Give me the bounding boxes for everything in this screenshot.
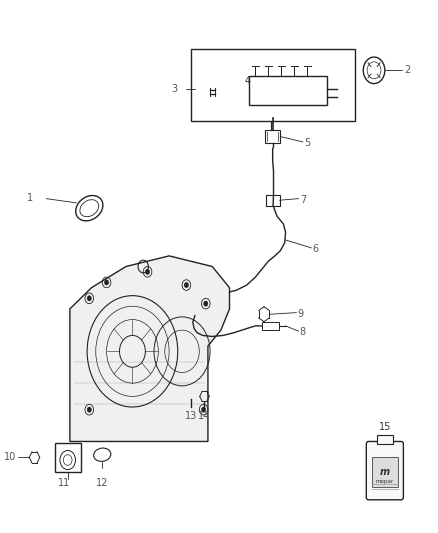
Text: 9: 9 [298, 309, 304, 319]
Text: 6: 6 [313, 244, 319, 254]
Circle shape [201, 407, 206, 413]
Bar [372, 457, 398, 487]
Text: 14: 14 [198, 411, 211, 421]
Text: 2: 2 [404, 66, 410, 75]
Text: 3: 3 [172, 84, 178, 94]
Bar [191, 49, 355, 120]
Bar [262, 322, 279, 329]
Bar [249, 76, 327, 105]
Text: 4: 4 [244, 76, 251, 86]
Text: 15: 15 [378, 422, 391, 432]
Text: m: m [380, 467, 390, 477]
Text: 13: 13 [184, 411, 197, 421]
Text: 11: 11 [58, 478, 71, 488]
Text: 5: 5 [304, 138, 311, 148]
Bar [266, 195, 279, 206]
Bar [55, 443, 81, 472]
Circle shape [184, 282, 188, 288]
Text: 10: 10 [4, 453, 16, 463]
Circle shape [204, 301, 208, 306]
Circle shape [87, 296, 92, 301]
Text: 1: 1 [27, 192, 33, 203]
Polygon shape [70, 256, 230, 441]
Text: 8: 8 [300, 327, 306, 337]
Circle shape [104, 280, 109, 285]
Text: 7: 7 [300, 195, 306, 205]
Bar [377, 434, 392, 444]
Circle shape [145, 269, 150, 274]
Text: 12: 12 [96, 478, 109, 488]
Circle shape [87, 407, 92, 413]
Bar [265, 130, 280, 143]
Text: mopar: mopar [376, 479, 394, 484]
FancyBboxPatch shape [366, 441, 403, 500]
